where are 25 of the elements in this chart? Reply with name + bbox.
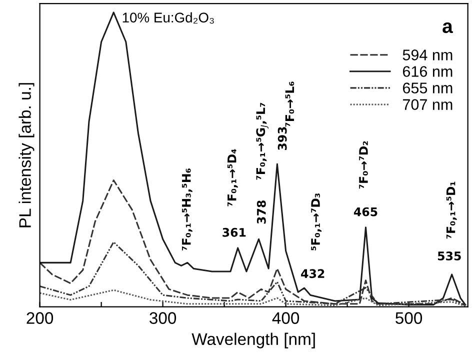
annotation: 361 xyxy=(222,228,246,237)
annotation: ⁷F₀,₁→⁵D₁ xyxy=(446,182,457,239)
x-tick-label: 200 xyxy=(26,312,54,324)
annotation: a xyxy=(442,22,453,34)
annotation: ⁷F₀,₁→⁵G$_{J}$,⁵L₇ xyxy=(256,102,269,180)
x-tick-label: 500 xyxy=(396,312,422,324)
legend-label: 616 nm xyxy=(402,66,452,77)
legend-label: 594 nm xyxy=(402,50,452,60)
chart-title: 10% Eu:Gd₂O₃ xyxy=(122,12,214,24)
y-axis-title: PL intensity [arb. u.] xyxy=(18,83,34,228)
x-tick-label: 300 xyxy=(150,312,176,324)
annotation: ⁷F₀→⁷D₂ xyxy=(359,141,368,189)
annotation: 465 xyxy=(354,207,378,216)
annotation: ⁷F₀,₁→⁵H₃,⁵H₆ xyxy=(182,168,192,250)
legend-label: 707 nm xyxy=(402,99,452,110)
legend-label: 655 nm xyxy=(402,82,452,94)
x-axis-title: Wavelength [nm] xyxy=(192,332,315,348)
annotation: 378 xyxy=(256,200,266,224)
annotation: ⁷F₀,₁→⁵D₄ xyxy=(228,149,238,206)
annotation: ⁵F₀,₁→⁷D₃ xyxy=(311,193,322,250)
annotation: ⁷F₀→⁵L₆ xyxy=(285,82,294,127)
annotation: 432 xyxy=(301,269,324,278)
annotation: 535 xyxy=(438,251,461,260)
annotation: 393 xyxy=(278,127,287,150)
x-tick-label: 400 xyxy=(272,312,300,324)
